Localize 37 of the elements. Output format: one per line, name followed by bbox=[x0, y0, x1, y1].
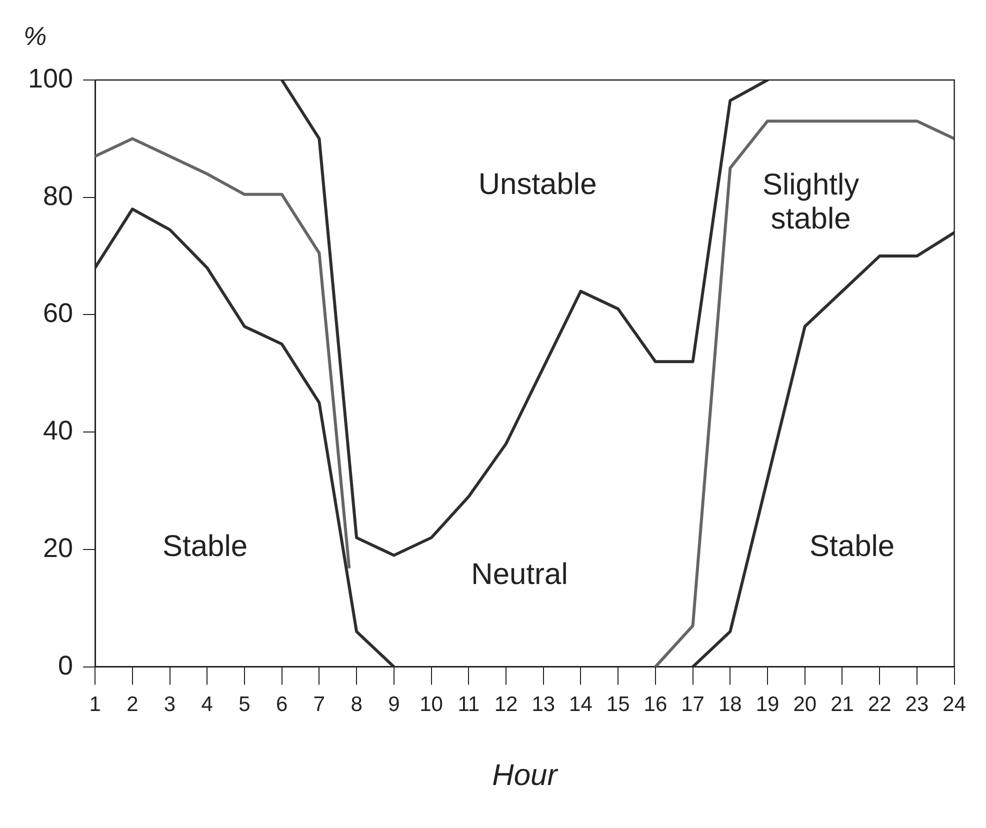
x-tick-label: 21 bbox=[830, 693, 854, 716]
x-tick-label: 8 bbox=[350, 693, 362, 716]
y-tick-label: 80 bbox=[43, 180, 74, 211]
x-tick-label: 17 bbox=[681, 693, 704, 716]
x-tick-label: 12 bbox=[494, 693, 518, 716]
x-tick-label: 6 bbox=[276, 693, 288, 716]
x-tick-label: 7 bbox=[313, 693, 326, 716]
y-axis-title: % bbox=[23, 21, 47, 52]
annotation: Stable bbox=[810, 530, 895, 563]
x-tick-label: 20 bbox=[793, 693, 817, 716]
x-tick-label: 14 bbox=[569, 693, 593, 716]
x-tick-label: 13 bbox=[532, 693, 556, 716]
annotation: Neutral bbox=[471, 558, 568, 592]
x-tick-label: 4 bbox=[201, 693, 214, 716]
x-tick-label: 19 bbox=[756, 693, 780, 716]
annotation: Unstable bbox=[478, 168, 597, 201]
annotation: Slightly stable bbox=[762, 168, 860, 236]
x-tick-label: 10 bbox=[420, 693, 443, 716]
x-tick-label: 23 bbox=[905, 693, 929, 716]
y-tick-label: 20 bbox=[43, 532, 74, 563]
x-tick-label: 2 bbox=[126, 693, 138, 716]
x-tick-label: 11 bbox=[458, 693, 480, 716]
y-tick-label: 40 bbox=[43, 416, 74, 446]
x-tick-label: 1 bbox=[89, 693, 101, 716]
y-tick-label: 60 bbox=[43, 298, 74, 328]
y-tick-label: 100 bbox=[28, 63, 74, 94]
annotation: Stable bbox=[162, 530, 248, 563]
x-tick-label: 5 bbox=[238, 693, 250, 716]
x-axis-title: Hour bbox=[492, 759, 558, 792]
x-tick-label: 22 bbox=[868, 693, 892, 716]
x-tick-label: 18 bbox=[718, 693, 742, 716]
x-tick-label: 16 bbox=[644, 693, 668, 716]
x-tick-label: 24 bbox=[942, 693, 966, 716]
x-tick-label: 9 bbox=[388, 693, 400, 716]
y-tick-label: 0 bbox=[58, 650, 74, 680]
x-tick-label: 15 bbox=[606, 693, 630, 716]
x-tick-label: 3 bbox=[164, 693, 176, 716]
